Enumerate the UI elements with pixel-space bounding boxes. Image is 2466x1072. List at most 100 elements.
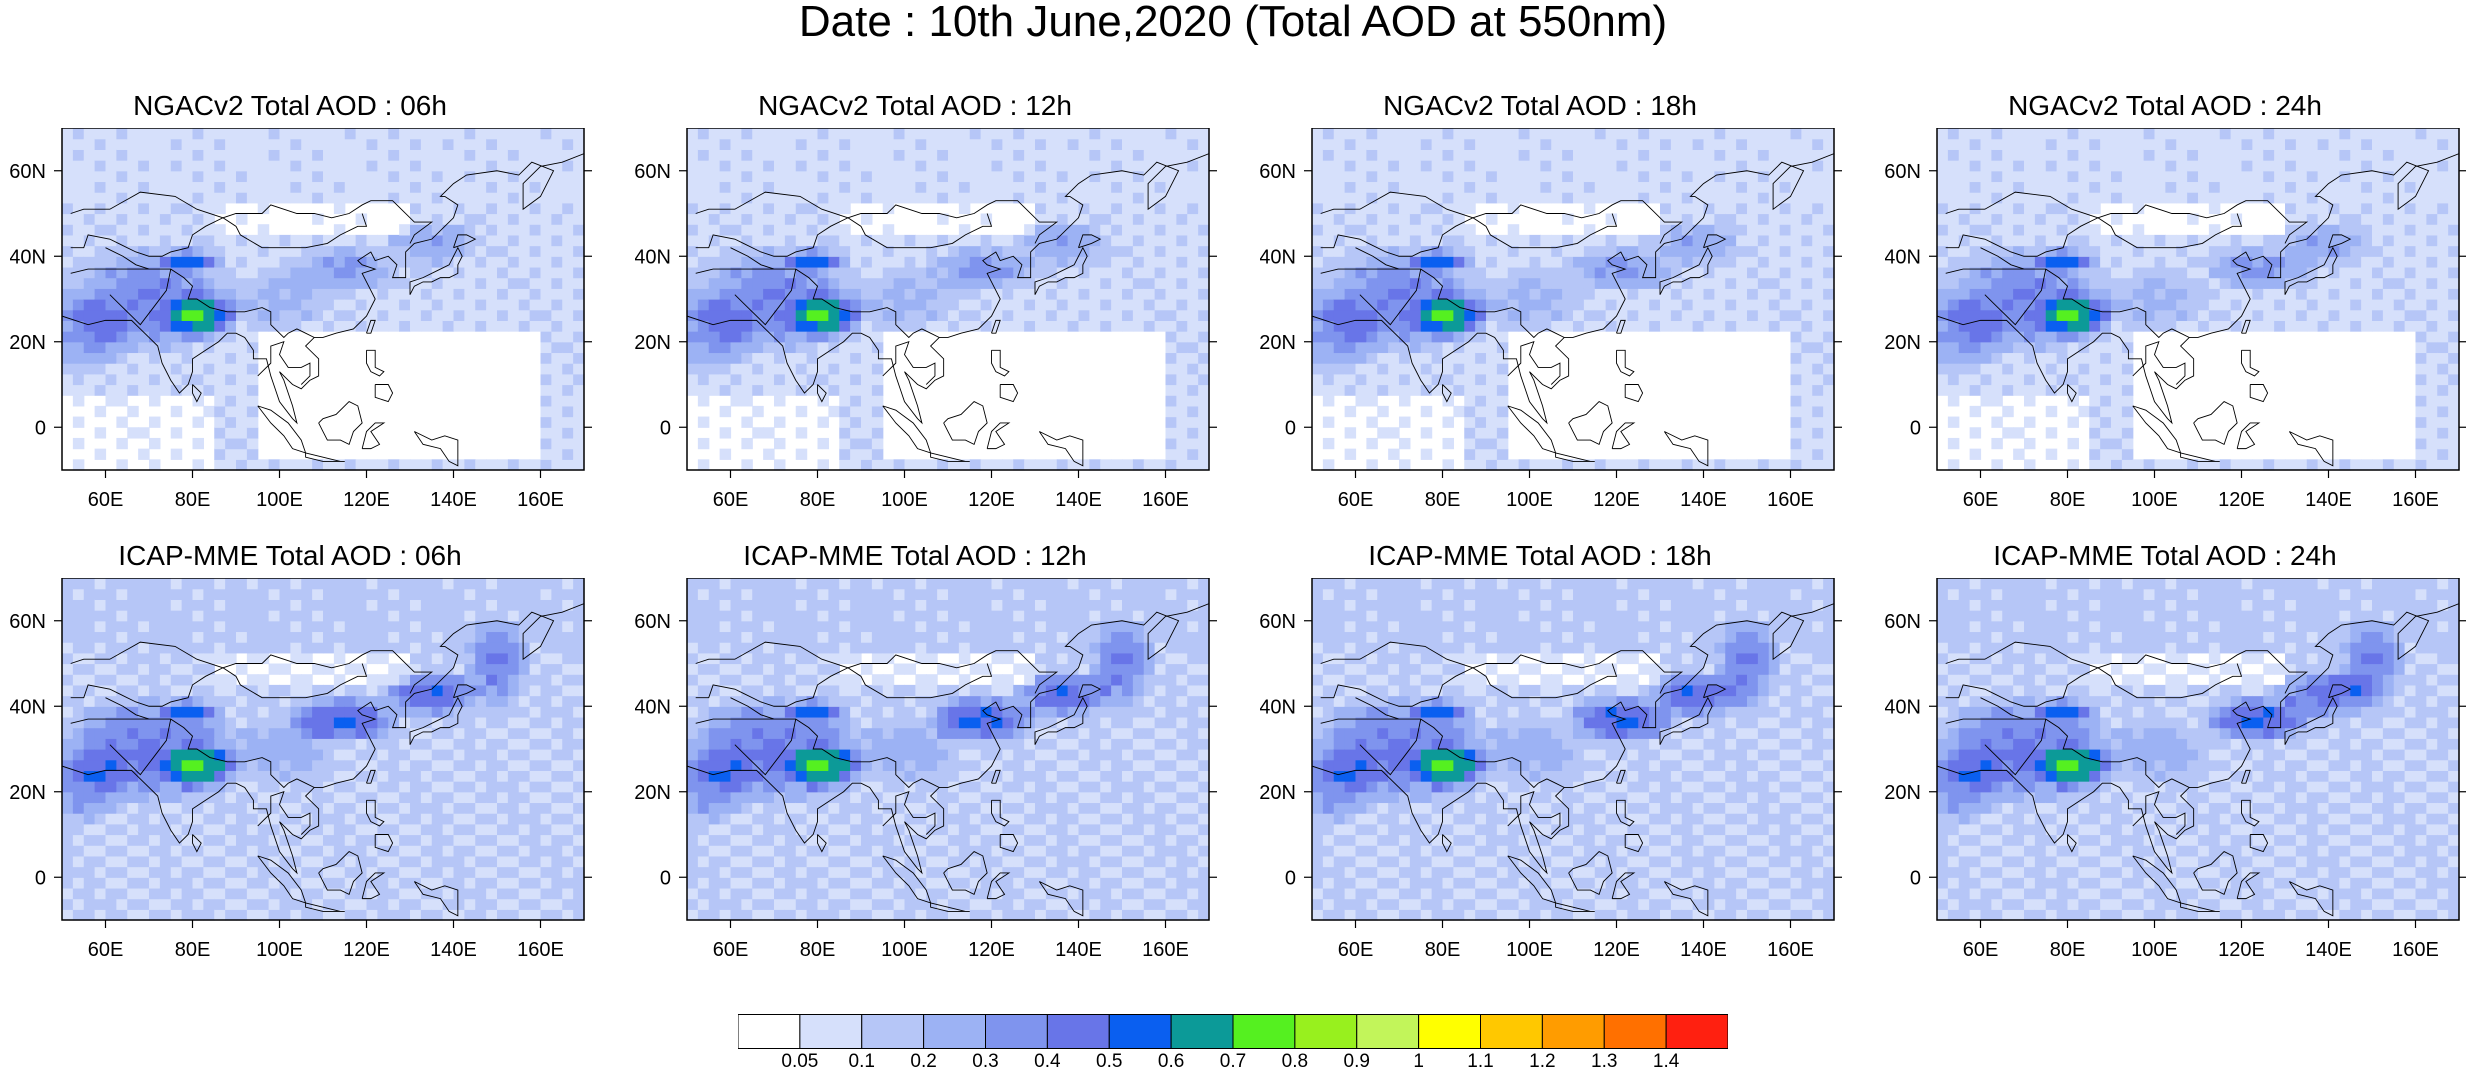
coastline [2241,349,2260,377]
aod-cell [431,192,444,204]
aod-cell [1714,245,1726,257]
aod-cell [181,887,194,900]
aod-cell [312,256,324,268]
aod-cell [1420,128,1433,140]
aod-cell [806,256,819,268]
aod-cell [2067,331,2079,343]
aod-cell [138,642,150,654]
aod-cell [2067,224,2079,236]
aod-cell [2198,288,2210,300]
aod-cell [573,384,585,396]
aod-cell [1937,160,1949,172]
aod-cell [839,128,851,140]
aod-cell [149,887,161,900]
aod-cell [839,160,851,172]
aod-cell [116,277,128,289]
aod-cell [2372,245,2384,257]
aod-cell [1388,277,1400,289]
aod-cell [2143,309,2156,321]
aod-cell [529,128,542,140]
aod-cell [2404,256,2417,268]
aod-cell [333,277,346,289]
aod-cell [181,384,194,396]
aod-cell [225,128,237,140]
aod-cell [1823,405,1835,418]
aod-cell [795,202,808,215]
aod-cell [72,823,85,836]
map-panel: NGACv2 Total AOD : 18h 60E 80E 100E 120E 140E… [1260,92,1842,542]
aod-cell [806,277,819,289]
aod-cell [83,887,96,900]
aod-cell [1187,416,1199,428]
aod-cell [2274,288,2286,300]
aod-cell [1958,277,1971,289]
aod-cell [2024,277,2036,289]
aod-cell [2002,288,2014,300]
aod-cell [290,320,302,332]
aod-cell [399,149,411,161]
aod-cell [181,128,194,140]
aod-cell [2078,363,2090,375]
aod-cell [817,160,829,172]
aod-cell [1388,363,1400,375]
aod-cell [719,213,732,225]
aod-cell [333,288,346,300]
aod-cell [420,170,433,183]
aod-cell [399,459,411,471]
aod-cell [355,320,368,332]
aod-cell [149,363,161,375]
aod-cell [1322,245,1335,257]
aod-cell [2382,192,2395,204]
aod-cell [730,320,742,332]
aod-cell [2328,320,2340,332]
aod-cell [730,363,742,375]
aod-cell [1322,128,1335,140]
aod-cell [1801,363,1813,375]
aod-cell [1703,202,1715,215]
aod-cell [1399,277,1411,289]
aod-cell [1768,149,1781,161]
aod-cell [730,192,742,204]
aod-cell [2067,138,2079,150]
aod-cell [1122,245,1134,257]
aod-cell [839,437,851,450]
aod-cell [2372,224,2384,236]
aod-cell [562,427,574,439]
aod-cell [1583,128,1596,140]
aod-cell [1388,138,1400,150]
aod-cell [980,288,993,300]
aod-cell [475,277,487,289]
aod-cell [562,288,574,300]
aod-cell [1333,373,1346,386]
aod-cell [817,363,829,375]
aod-cell [203,245,215,257]
aod-cell [958,299,971,311]
coastline [70,191,224,219]
aod-cell [2382,266,2395,279]
aod-cell [2034,138,2047,150]
aod-cell [1947,341,1960,354]
aod-cell [1002,170,1014,183]
aod-cell [159,224,172,236]
aod-cell [1100,277,1112,289]
aod-cell [1812,266,1824,279]
aod-cell [344,149,357,161]
aod-cell [1464,266,1476,279]
aod-cell [1122,181,1134,193]
aod-cell [62,791,74,804]
aod-cell [2024,384,2036,396]
aod-cell [2067,245,2079,257]
aod-cell [410,309,422,321]
aod-cell [2002,363,2014,375]
aod-cell [2285,234,2297,247]
aod-cell [741,373,753,386]
aod-cell [2252,192,2264,204]
aod-cell [719,320,732,332]
aod-cell [333,256,346,268]
aod-cell [2045,320,2058,332]
aod-cell [1823,331,1835,343]
aod-cell [344,245,357,257]
aod-cell [817,170,829,183]
aod-cell [817,192,829,204]
aod-cell [377,192,389,204]
